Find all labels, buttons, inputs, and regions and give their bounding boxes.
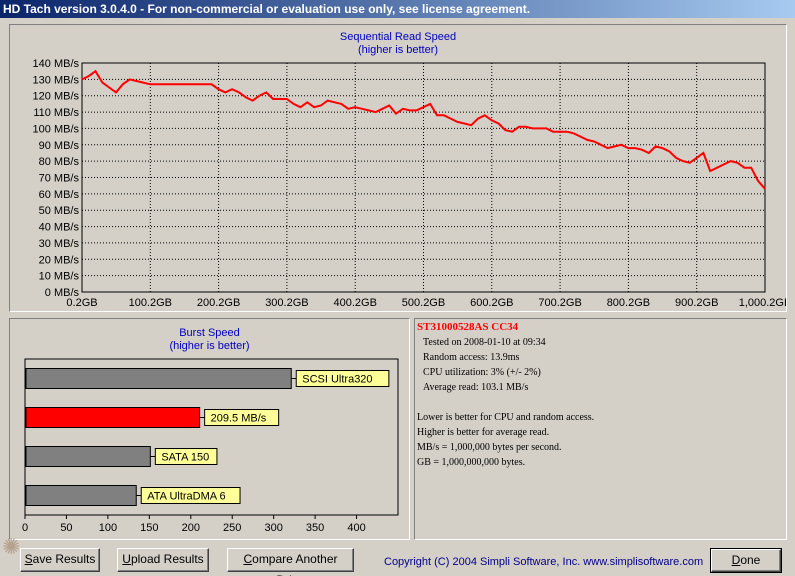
burst-bar-label-box xyxy=(154,448,218,465)
seq-read-speed-line xyxy=(81,69,766,190)
done-button[interactable]: Done xyxy=(710,548,782,573)
window-title: HD Tach version 3.0.4.0 - For non-commer… xyxy=(3,2,531,16)
tested-on: Tested on 2008-01-10 at 09:34 xyxy=(423,337,546,348)
cpu-utilization: CPU utilization: 3% (+/- 2%) xyxy=(423,367,541,378)
seq-y-tick-label: 90 MB/s xyxy=(39,140,80,152)
seq-y-tick-label: 120 MB/s xyxy=(33,91,80,103)
burst-speed-panel: Burst Speed (higher is better) 0 50 100 150… xyxy=(9,318,410,540)
burst-bar xyxy=(25,485,137,506)
seq-x-tick-label: 400.2GB xyxy=(333,297,376,309)
burst-x-tick-label: 300 xyxy=(264,522,282,534)
seq-y-tick-label: 60 MB/s xyxy=(39,189,80,201)
burst-bar xyxy=(25,446,151,467)
note-higher-better: Higher is better for average read. xyxy=(417,427,550,438)
burst-x-tick-label: 200 xyxy=(182,522,200,534)
burst-x-tick-label: 350 xyxy=(306,522,324,534)
watermark-logo: ✺ xyxy=(2,535,21,560)
save-results-button[interactable]: Save Results xyxy=(20,548,100,572)
note-lower-better: Lower is better for CPU and random acces… xyxy=(417,412,595,423)
compare-another-drive-button[interactable]: Compare Another Drive xyxy=(227,548,354,576)
burst-x-tick-label: 50 xyxy=(60,522,72,534)
seq-y-tick-label: 80 MB/s xyxy=(39,156,80,168)
upload-results-button[interactable]: Upload Results xyxy=(117,548,209,572)
burst-bar-label: 209.5 MB/s xyxy=(211,413,267,425)
seq-chart-subtitle: (higher is better) xyxy=(357,44,439,56)
seq-y-tick-label: 20 MB/s xyxy=(39,254,80,266)
burst-x-tick-label: 100 xyxy=(99,522,117,534)
seq-x-tick-label: 200.2GB xyxy=(197,297,240,309)
seq-y-tick-label: 10 MB/s xyxy=(39,271,80,283)
seq-y-tick-label: 40 MB/s xyxy=(39,222,80,234)
burst-chart-subtitle: (higher is better) xyxy=(169,340,250,352)
burst-x-tick-label: 250 xyxy=(223,522,241,534)
burst-x-tick-label: 150 xyxy=(140,522,158,534)
burst-bar-label-box xyxy=(204,409,280,426)
seq-y-tick-label: 130 MB/s xyxy=(33,74,80,86)
burst-x-tick-label: 0 xyxy=(22,522,28,534)
seq-y-tick-label: 0 MB/s xyxy=(45,287,80,299)
seq-y-tick-label: 30 MB/s xyxy=(39,238,80,250)
seq-x-tick-label: 700.2GB xyxy=(538,297,581,309)
average-read: Average read: 103.1 MB/s xyxy=(423,382,529,393)
seq-x-tick-label: 100.2GB xyxy=(129,297,172,309)
burst-bar xyxy=(25,368,292,389)
window-title-bar: HD Tach version 3.0.4.0 - For non-commer… xyxy=(0,0,795,18)
sequential-read-chart: 0 MB/s 10 MB/s 20 MB/s 30 MB/s 40 MB/s 50 MB/… xyxy=(33,58,786,309)
seq-y-tick-label: 110 MB/s xyxy=(33,107,79,119)
seq-x-tick-label: 500.2GB xyxy=(402,297,445,309)
copyright-text: Copyright (C) 2004 Simpli Software, Inc.… xyxy=(384,556,704,568)
burst-speed-chart: 0 50 100 150 200 250 300 350 400 SCSI Ultra320 209… xyxy=(22,358,399,534)
seq-x-tick-label: 0.2GB xyxy=(66,297,97,309)
burst-x-tick-label: 400 xyxy=(347,522,365,534)
seq-x-tick-label: 800.2GB xyxy=(607,297,650,309)
drive-info-panel: ST31000528AS CC34 Tested on 2008-01-10 a… xyxy=(414,318,787,540)
note-gb-def: GB = 1,000,000,000 bytes. xyxy=(417,457,526,468)
random-access: Random access: 13.9ms xyxy=(423,352,520,363)
sequential-read-panel: Sequential Read Speed (higher is better)… xyxy=(9,24,787,312)
burst-bar-label: ATA UltraDMA 6 xyxy=(147,491,225,503)
seq-chart-title: Sequential Read Speed xyxy=(339,31,457,43)
seq-y-tick-label: 140 MB/s xyxy=(33,58,80,70)
burst-bar xyxy=(25,407,201,428)
seq-x-tick-label: 300.2GB xyxy=(265,297,308,309)
drive-model: ST31000528AS CC34 xyxy=(417,321,519,333)
seq-x-tick-label: 600.2GB xyxy=(470,297,513,309)
burst-bar-label-box xyxy=(140,487,241,504)
seq-x-tick-label: 1,000.2GB xyxy=(739,297,786,309)
seq-y-tick-label: 70 MB/s xyxy=(39,173,80,185)
seq-x-tick-label: 900.2GB xyxy=(675,297,718,309)
burst-bar-label: SATA 150 xyxy=(161,452,209,464)
burst-chart-title: Burst Speed xyxy=(179,327,240,339)
seq-y-tick-label: 50 MB/s xyxy=(39,205,80,217)
burst-bar-label: SCSI Ultra320 xyxy=(302,374,372,386)
burst-bar-label-box xyxy=(295,370,390,387)
seq-y-tick-label: 100 MB/s xyxy=(33,123,80,135)
note-mbs-def: MB/s = 1,000,000 bytes per second. xyxy=(417,442,562,453)
